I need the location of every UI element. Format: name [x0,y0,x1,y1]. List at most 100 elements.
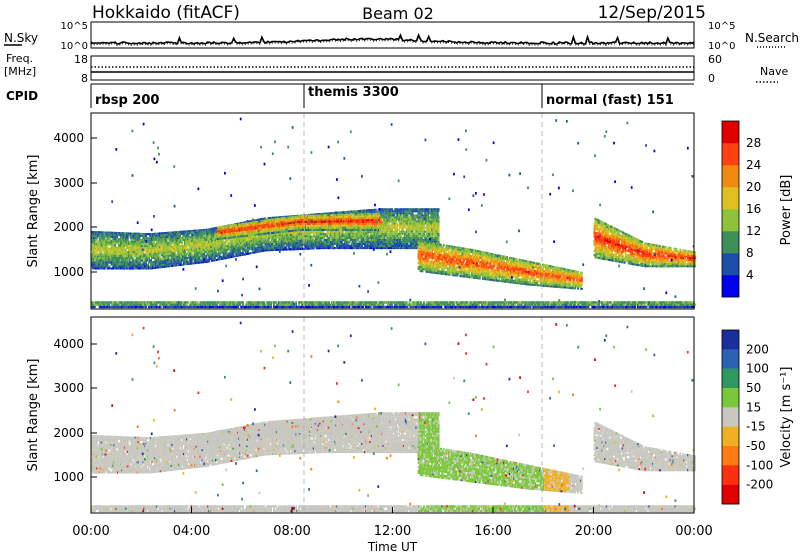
power-cell [103,258,105,260]
power-cell [162,254,164,256]
power-cell [96,251,98,253]
power-cell [160,244,162,246]
power-cell [170,261,172,263]
power-cell [170,263,172,265]
power-cell [138,263,140,265]
power-cell [136,245,138,247]
power-cell [108,234,110,236]
power-cell [149,237,151,239]
freq-label-1: Freq. [6,52,33,65]
power-cell [134,247,136,249]
power-cell [194,238,196,240]
power-cell [130,261,132,263]
noise-tick-high-right: 10^5 [708,21,735,32]
power-cell [186,247,188,249]
power-cell [184,235,186,237]
power-cell [129,241,131,243]
power-cell [180,262,182,264]
power-cell [171,236,173,238]
noise-panel: N.Sky 10^5 10^0 10^5 10^0 N.Search [4,21,799,52]
power-cell [191,259,193,261]
power-cell [100,235,102,237]
power-cell [189,246,191,248]
power-cell [136,261,138,263]
nave-tick-high: 60 [708,53,722,66]
power-cell [160,234,162,236]
power-cell [163,234,165,236]
power-cell [151,261,153,263]
power-cell [188,251,190,253]
power-cell [141,245,143,247]
power-cell [97,235,99,237]
power-cell [117,253,119,255]
power-cell [121,259,123,261]
power-cell [139,249,141,251]
power-cell [135,259,137,261]
power-cell [106,260,108,262]
power-cell [165,232,167,234]
power-cell [116,265,118,267]
power-cell [95,249,97,251]
cpid-label: CPID [6,89,38,103]
power-cell [124,232,126,234]
power-cell [168,257,170,259]
power-cell [146,257,148,259]
power-cell [113,259,115,261]
power-cell [169,232,171,234]
power-cell [193,232,195,234]
power-panel: 4000 3000 2000 1000 Slant Range [km] [26,113,696,309]
power-cell [155,267,157,269]
power-cell [117,263,119,265]
power-cell [180,256,182,258]
power-cell [139,257,141,259]
power-cell [125,251,127,253]
power-cell [142,251,144,253]
power-cell [187,245,189,247]
power-cell [122,255,124,257]
power-cell [142,235,144,237]
power-cell [128,245,130,247]
power-cell [191,232,193,234]
power-cell [175,264,177,266]
power-cell [122,253,124,255]
power-cell [192,254,194,256]
power-cell [96,259,98,261]
power-cell [108,266,110,268]
power-cell [168,253,170,255]
power-cell [138,253,140,255]
power-cell [147,264,149,266]
power-cell [152,251,154,253]
power-cell [128,235,130,237]
power-cell [162,264,164,266]
power-cell [157,237,159,239]
power-cell [105,250,107,252]
power-cell [146,259,148,261]
power-cell [160,262,162,264]
power-cell [121,243,123,245]
power-cell [92,255,94,257]
power-cell [94,255,96,257]
power-cell [109,252,111,254]
power-cell [185,255,187,257]
power-cell [108,258,110,260]
power-cell [130,251,132,253]
freq-label-2: [MHz] [4,65,36,78]
power-cell [148,257,150,259]
power-cell [165,245,167,247]
power-cell [139,237,141,239]
power-cell [186,237,188,239]
power-cell [117,242,119,244]
power-cell [194,248,196,250]
power-cell [118,249,120,251]
station-title: Hokkaido (fitACF) [92,3,240,23]
power-cell [169,263,171,265]
power-cell [103,244,105,246]
power-cell [108,240,110,242]
cpid-segment-2: themis 3300 [308,85,399,100]
power-cell [191,242,193,244]
power-cell [166,240,168,242]
power-cell [123,265,125,267]
power-cell [173,258,175,260]
power-cell [96,264,98,266]
power-cell [119,265,121,267]
